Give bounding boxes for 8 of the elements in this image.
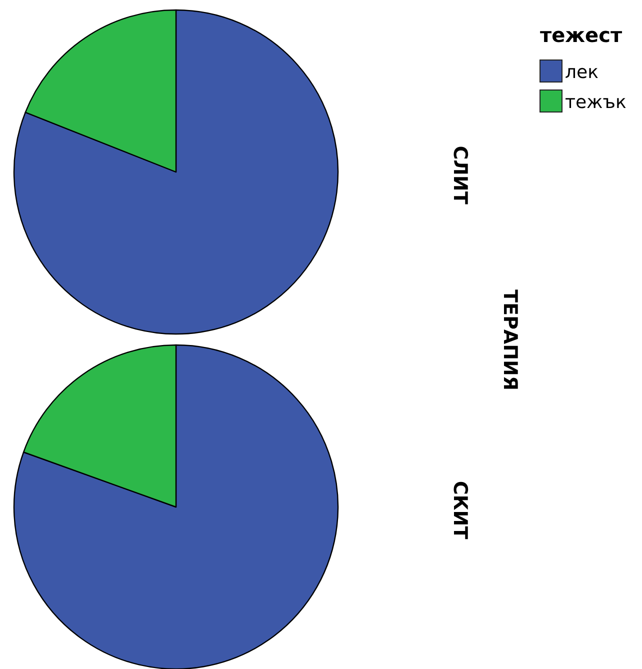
legend-label: лек (565, 62, 599, 83)
pie-slice (13, 9, 338, 334)
legend-label: тежък (565, 92, 626, 113)
legend-title: тежест (540, 23, 622, 47)
text: СКИТ (449, 480, 471, 540)
text: ТЕРАПИЯ (499, 289, 521, 391)
text: СЛИТ (449, 146, 471, 204)
pie-slice (14, 344, 339, 669)
